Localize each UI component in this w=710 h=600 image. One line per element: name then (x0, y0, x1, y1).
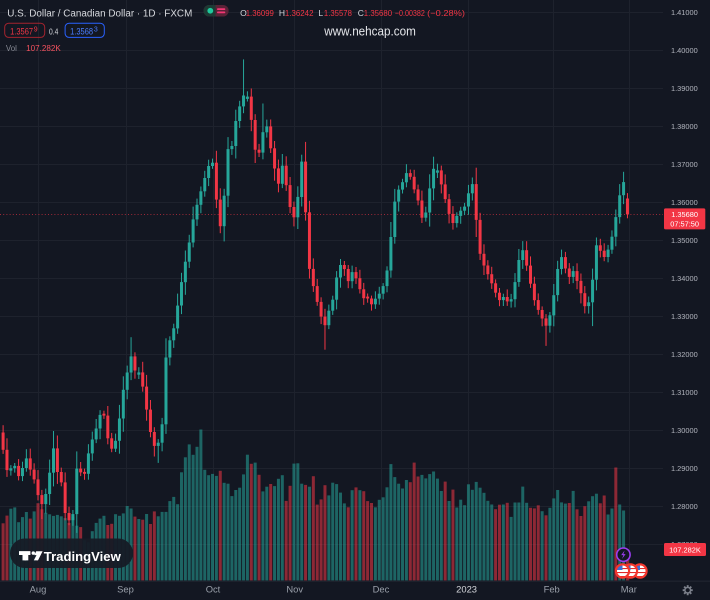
svg-text:−0.00382: −0.00382 (395, 8, 425, 18)
svg-text:C: C (358, 8, 364, 18)
svg-text:Mar: Mar (621, 584, 637, 595)
svg-text:1.39000: 1.39000 (671, 84, 698, 93)
svg-text:www.nehcap.com: www.nehcap.com (323, 23, 415, 38)
svg-text:107.282K: 107.282K (669, 546, 701, 555)
svg-text:Nov: Nov (286, 584, 303, 595)
svg-text:1.3568: 1.3568 (70, 26, 93, 37)
svg-text:1.35000: 1.35000 (671, 236, 698, 245)
svg-text:1.33000: 1.33000 (671, 312, 698, 321)
svg-text:9: 9 (34, 27, 38, 34)
svg-text:1.3567: 1.3567 (10, 26, 33, 37)
svg-text:1.35680: 1.35680 (671, 210, 698, 219)
svg-text:1.31000: 1.31000 (671, 388, 698, 397)
svg-text:1.36242: 1.36242 (285, 8, 314, 18)
svg-text:1.38000: 1.38000 (671, 122, 698, 131)
svg-text:2023: 2023 (456, 584, 477, 595)
svg-text:1.36099: 1.36099 (246, 8, 274, 18)
svg-text:1.29000: 1.29000 (671, 464, 698, 473)
svg-text:H: H (279, 8, 285, 18)
svg-text:O: O (240, 8, 247, 18)
svg-text:Oct: Oct (206, 584, 221, 595)
svg-text:3: 3 (94, 27, 98, 34)
svg-text:1.28000: 1.28000 (671, 502, 698, 511)
svg-text:1.36000: 1.36000 (671, 198, 698, 207)
svg-text:Sep: Sep (117, 584, 134, 595)
svg-text:1.41000: 1.41000 (671, 8, 698, 17)
svg-text:1.32000: 1.32000 (671, 350, 698, 359)
svg-text:1.37000: 1.37000 (671, 160, 698, 169)
svg-text:1.40000: 1.40000 (671, 46, 698, 55)
svg-text:1.35680: 1.35680 (364, 8, 393, 18)
svg-text:Feb: Feb (544, 584, 560, 595)
svg-text:U.S. Dollar / Canadian Dollar: U.S. Dollar / Canadian Dollar · 1D · FXC… (7, 8, 192, 19)
svg-text:1.34000: 1.34000 (671, 274, 698, 283)
svg-text:Vol: Vol (6, 44, 17, 53)
svg-text:(−0.28%): (−0.28%) (427, 8, 465, 18)
svg-text:TradingView: TradingView (44, 549, 121, 564)
svg-text:107.282K: 107.282K (26, 44, 61, 53)
svg-text:L: L (318, 8, 323, 18)
svg-text:1.35578: 1.35578 (324, 8, 352, 18)
svg-text:07:57:50: 07:57:50 (670, 220, 699, 229)
svg-text:1.30000: 1.30000 (671, 426, 698, 435)
svg-text:Aug: Aug (30, 584, 47, 595)
svg-text:0.4: 0.4 (49, 27, 59, 36)
svg-text:Dec: Dec (373, 584, 390, 595)
